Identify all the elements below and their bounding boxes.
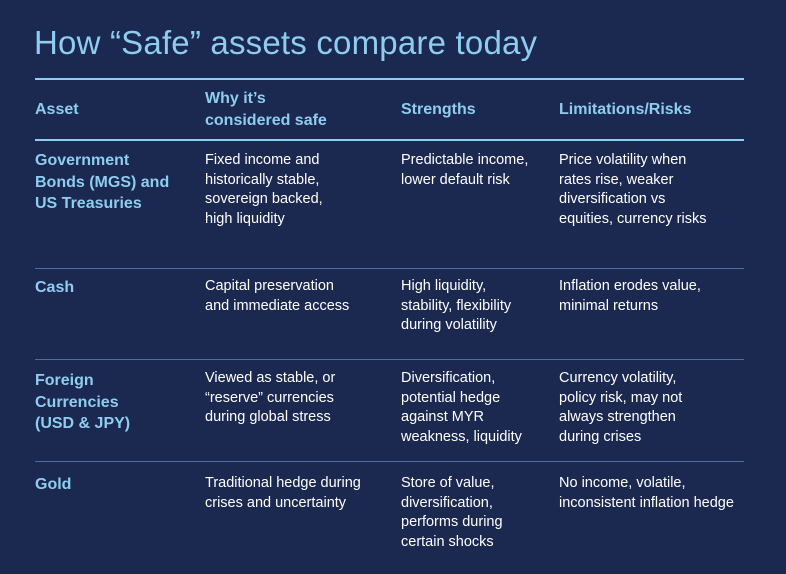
row-asset: Gold: [35, 476, 72, 493]
header-limitations: Limitations/Risks: [559, 101, 692, 118]
row-why: Fixed income and historically stable, so…: [205, 152, 323, 227]
row-divider: [35, 268, 744, 269]
row-risks: No income, volatile, inconsistent inflat…: [559, 475, 734, 511]
row-strengths: Store of value, diversification, perform…: [401, 475, 503, 550]
row-why: Viewed as stable, or “reserve” currencie…: [205, 370, 336, 425]
row-risks: Price volatility when rates rise, weaker…: [559, 152, 707, 227]
header-top-rule: [35, 78, 744, 80]
row-asset: Government Bonds (MGS) and US Treasuries: [35, 152, 170, 212]
row-strengths: Diversification, potential hedge against…: [401, 370, 522, 445]
row-why: Traditional hedge during crises and unce…: [205, 475, 361, 511]
row-asset: Cash: [35, 279, 75, 296]
header-bottom-rule: [35, 139, 744, 141]
row-divider: [35, 461, 744, 462]
page-title: How “Safe” assets compare today: [34, 24, 538, 61]
header-asset: Asset: [35, 101, 79, 118]
row-strengths: Predictable income, lower default risk: [401, 152, 529, 188]
row-asset: Foreign Currencies (USD & JPY): [35, 372, 131, 432]
row-strengths: High liquidity, stability, flexibility d…: [401, 278, 512, 333]
row-divider: [35, 359, 744, 360]
header-strengths: Strengths: [401, 101, 476, 118]
row-why: Capital preservation and immediate acces…: [205, 278, 350, 314]
header-why-safe: Why it’s considered safe: [205, 90, 327, 129]
row-risks: Currency volatility, policy risk, may no…: [559, 370, 683, 445]
row-risks: Inflation erodes value, minimal returns: [559, 278, 701, 314]
